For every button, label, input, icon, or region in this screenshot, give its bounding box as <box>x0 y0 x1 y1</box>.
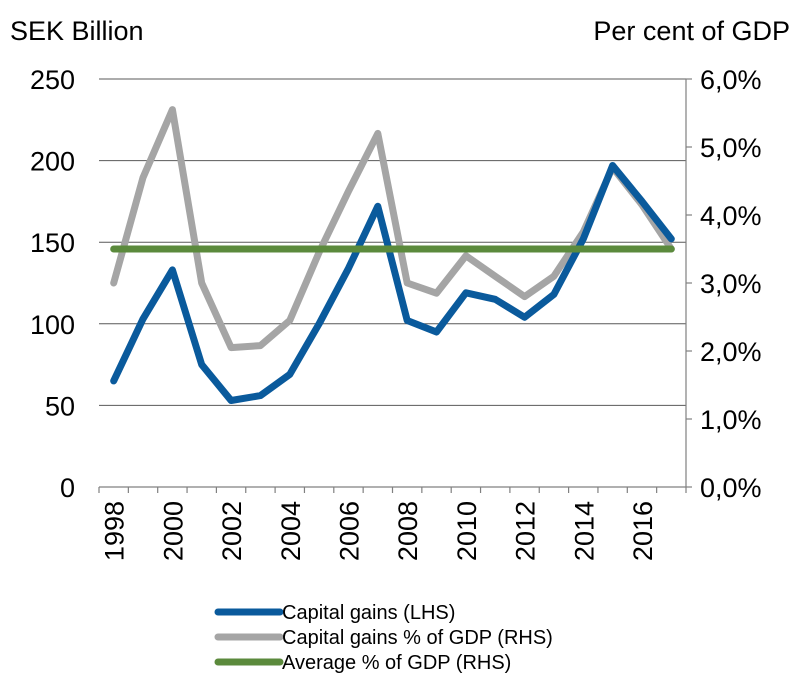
gridlines <box>99 78 686 406</box>
left-axis-ticks: 0 50 100 150 200 250 <box>30 65 75 503</box>
right-tick-label: 4,0% <box>700 201 762 231</box>
left-tick-label: 250 <box>30 65 75 95</box>
x-tick-label: 1998 <box>100 501 130 561</box>
legend-label: Average % of GDP (RHS) <box>282 652 511 674</box>
right-tick-label: 3,0% <box>700 269 762 299</box>
right-axis-title: Per cent of GDP <box>593 16 790 46</box>
legend-label: Capital gains % of GDP (RHS) <box>282 627 553 649</box>
left-tick-label: 150 <box>30 228 75 258</box>
series-line <box>110 106 675 352</box>
x-tick-label: 2008 <box>393 501 423 561</box>
left-axis-title: SEK Billion <box>10 16 144 46</box>
x-tick-label: 2010 <box>452 501 482 561</box>
x-axis-ticks: 1998 2000 2002 2004 2006 2008 2010 2012 2014 2016 <box>98 487 687 561</box>
right-tick-label: 5,0% <box>700 133 762 163</box>
x-tick-label: 2012 <box>511 501 541 561</box>
left-tick-label: 50 <box>45 391 75 421</box>
right-axis-ticks: 0,0% 1,0% 2,0% 3,0% 4,0% 5,0% 6,0% <box>686 65 762 503</box>
axes <box>99 79 687 488</box>
legend: Capital gains (LHS) Capital gains % of GD… <box>214 602 553 674</box>
series-lines <box>110 106 675 404</box>
left-tick-label: 200 <box>30 147 75 177</box>
x-tick-label: 2006 <box>334 501 364 561</box>
left-tick-label: 100 <box>30 310 75 340</box>
right-tick-label: 2,0% <box>700 337 762 367</box>
x-tick-label: 2002 <box>217 501 247 561</box>
right-tick-label: 0,0% <box>700 473 762 503</box>
right-tick-label: 6,0% <box>700 65 762 95</box>
x-tick-label: 2016 <box>628 501 658 561</box>
x-tick-label: 2000 <box>158 501 188 561</box>
left-tick-label: 0 <box>60 473 75 503</box>
legend-label: Capital gains (LHS) <box>282 602 455 624</box>
x-tick-label: 2004 <box>276 501 306 561</box>
x-tick-label: 2014 <box>569 501 599 561</box>
right-tick-label: 1,0% <box>700 405 762 435</box>
